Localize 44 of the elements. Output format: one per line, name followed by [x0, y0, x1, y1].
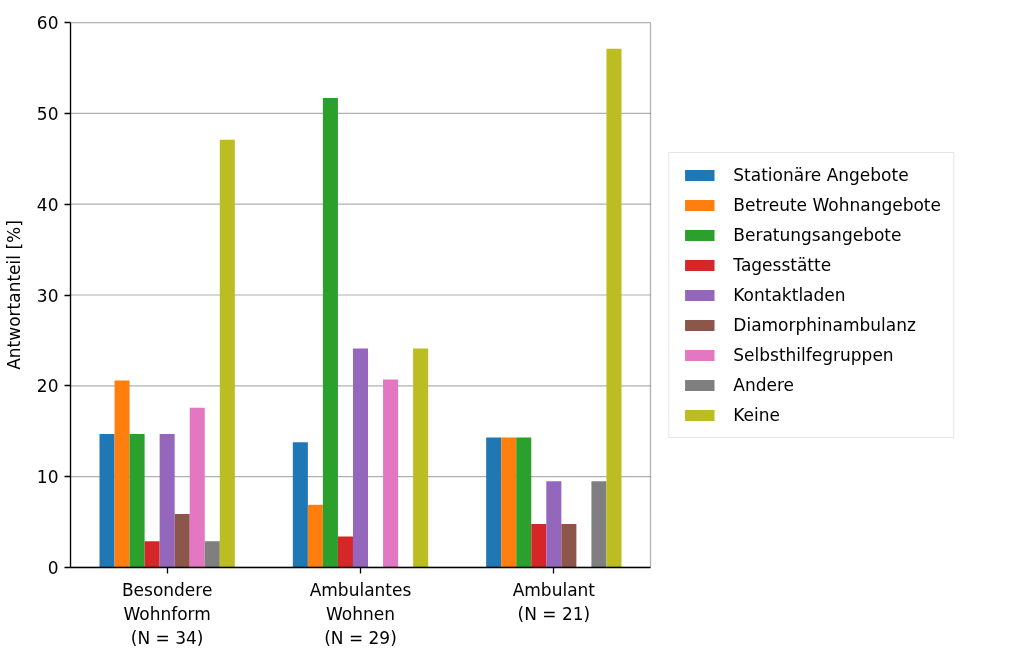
y-tick-label: 30	[36, 285, 59, 306]
legend-label: Tagesstätte	[733, 254, 832, 275]
legend-label: Selbsthilfegruppen	[733, 344, 894, 365]
x-tick-label: Ambulantes Wohnen (N = 29)	[309, 579, 412, 648]
bar	[204, 541, 220, 568]
y-tick-label: 10	[36, 467, 59, 488]
bar	[322, 97, 338, 568]
legend-label: Kontaktladen	[733, 284, 846, 305]
y-tick-label: 60	[36, 13, 59, 33]
bar	[159, 433, 175, 568]
legend-label: Andere	[733, 374, 795, 395]
bar	[337, 536, 353, 568]
legend-label: Diamorphinambulanz	[733, 314, 916, 335]
legend-label: Beratungsangebote	[733, 224, 902, 245]
bar	[219, 139, 235, 568]
bar	[99, 433, 115, 568]
y-tick-label: 20	[36, 376, 59, 397]
y-tick-label: 40	[36, 194, 59, 215]
legend-label: Keine	[733, 404, 781, 425]
bar	[501, 437, 517, 568]
bar	[189, 407, 205, 568]
x-tick-label: Ambulant (N = 21)	[512, 579, 596, 624]
bar	[352, 348, 369, 568]
bar	[114, 380, 130, 568]
legend-label: Stationäre Angebote	[733, 164, 909, 185]
x-tick-label: Besondere Wohnform (N = 34)	[121, 579, 213, 648]
bar	[546, 481, 562, 568]
bar	[307, 504, 323, 568]
y-tick-label: 50	[36, 103, 59, 124]
bar	[561, 523, 577, 568]
bar	[486, 437, 502, 568]
bar	[531, 523, 547, 568]
y-axis-title: Antwortanteil [%]	[3, 220, 24, 370]
bar	[144, 541, 160, 568]
bar	[516, 437, 532, 568]
y-tick-label: 0	[47, 558, 59, 578]
bar	[413, 348, 429, 568]
bar	[129, 433, 145, 568]
bar	[606, 48, 622, 568]
bar	[174, 513, 190, 568]
bar	[383, 379, 399, 568]
bar	[292, 442, 308, 568]
legend-label: Betreute Wohnangebote	[733, 194, 941, 215]
bar	[591, 481, 607, 568]
